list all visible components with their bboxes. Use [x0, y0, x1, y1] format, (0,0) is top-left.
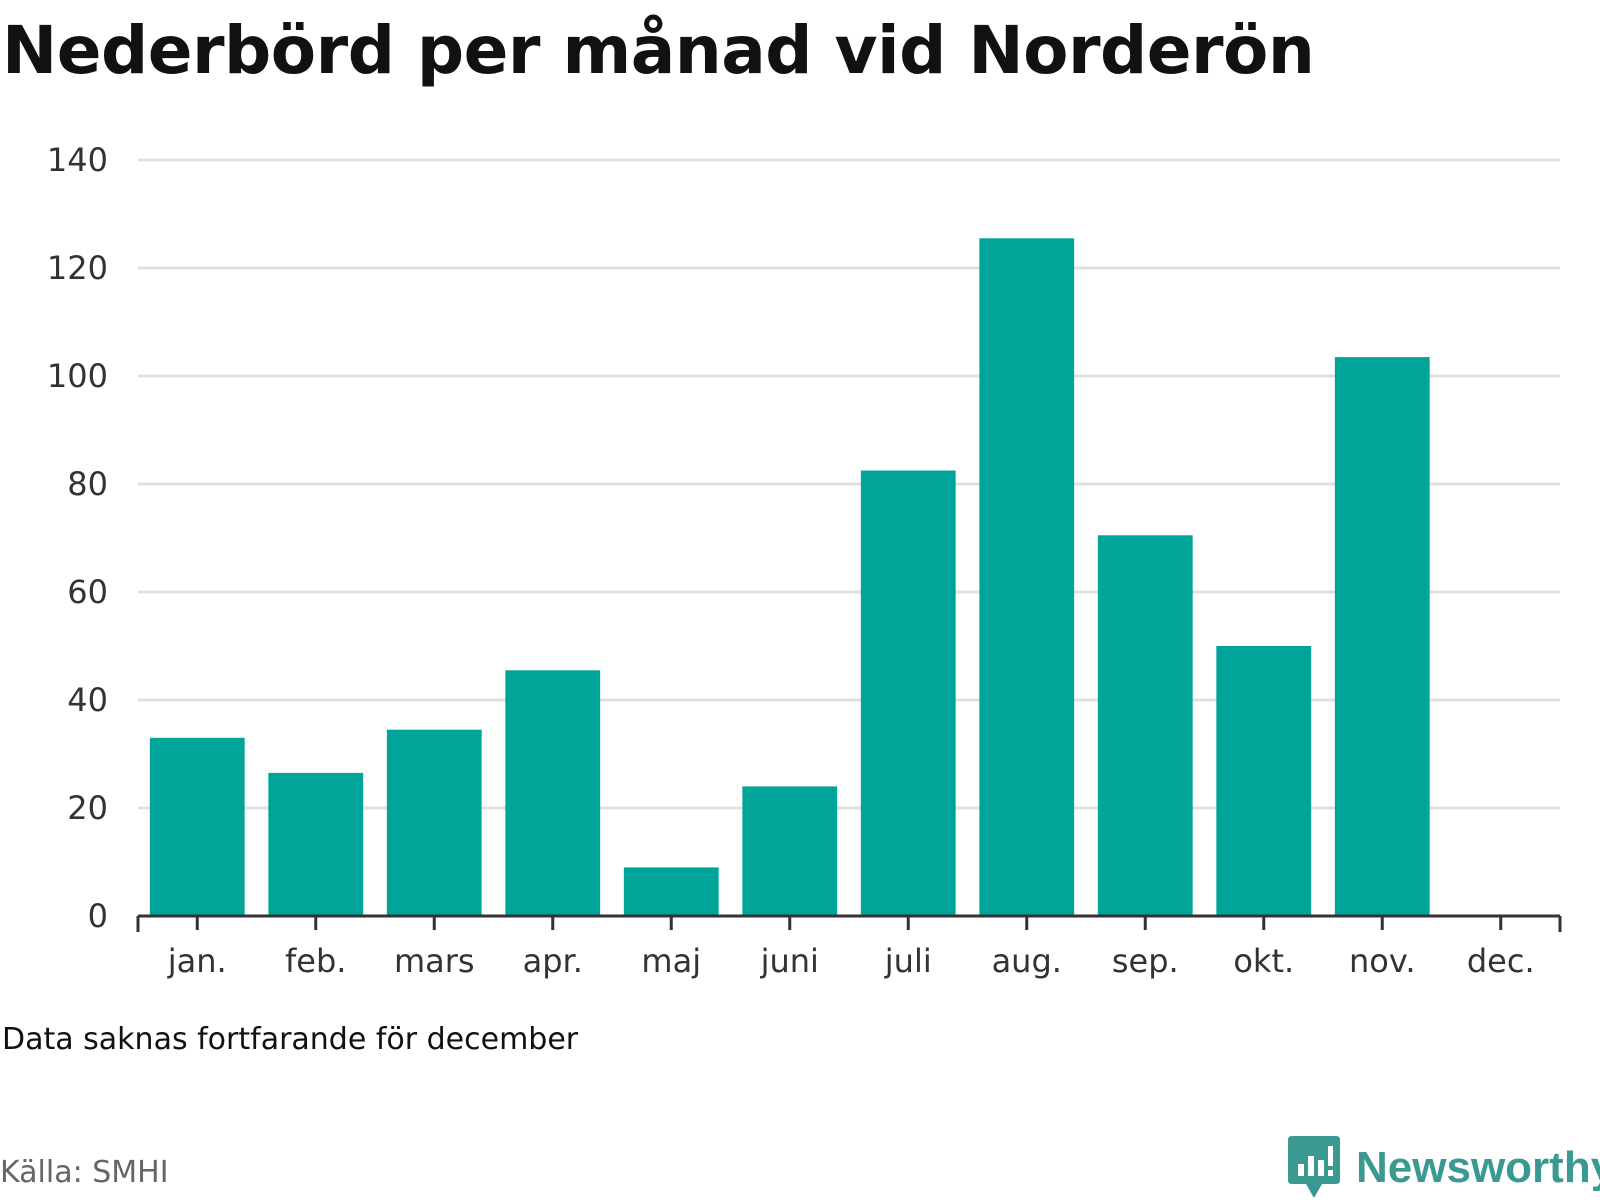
bar-chart: 0 20 40 60 80 100 120 140 jan. feb. mars apr. maj ju… — [47, 141, 1562, 980]
x-tick-label: juli — [884, 942, 932, 980]
bar-3 — [505, 670, 601, 916]
y-tick-label: 100 — [47, 357, 108, 395]
x-tick-label: aug. — [992, 942, 1062, 980]
x-tick-label: okt. — [1233, 942, 1294, 980]
y-tick-label: 80 — [67, 465, 108, 503]
y-tick-label: 60 — [67, 573, 108, 611]
bars — [149, 238, 1430, 917]
chart-title: Nederbörd per månad vid Norderön — [2, 12, 1315, 89]
y-tick-label: 20 — [67, 789, 108, 827]
brand-name: Newsworthy — [1356, 1143, 1600, 1192]
y-tick-label: 120 — [47, 249, 108, 287]
x-tick-label: mars — [394, 942, 475, 980]
source-label: Källa: SMHI — [0, 1155, 169, 1190]
bar-9 — [1216, 646, 1312, 916]
x-tick-label: apr. — [523, 942, 583, 980]
x-tick-label: nov. — [1349, 942, 1415, 980]
x-axis: jan. feb. mars apr. maj juni juli aug. sep. okt. n… — [136, 914, 1562, 980]
bar-2 — [386, 729, 482, 916]
y-tick-label: 0 — [88, 897, 108, 935]
newsworthy-logo-icon — [1288, 1136, 1340, 1198]
x-tick-label: dec. — [1467, 942, 1535, 980]
bar-10 — [1334, 357, 1430, 917]
y-tick-label: 140 — [47, 141, 108, 179]
bar-7 — [979, 238, 1075, 917]
y-axis-ticks: 0 20 40 60 80 100 120 140 — [47, 141, 108, 935]
x-tick-label: maj — [641, 942, 701, 980]
grid-lines — [138, 158, 1560, 810]
bar-6 — [860, 470, 956, 916]
bar-1 — [268, 772, 364, 916]
bar-4 — [623, 867, 719, 916]
bar-0 — [149, 737, 245, 916]
x-tick-label: juni — [760, 942, 819, 980]
chart-note: Data saknas fortfarande för december — [2, 1022, 579, 1057]
bar-5 — [742, 786, 838, 916]
x-tick-label: feb. — [285, 942, 346, 980]
y-tick-label: 40 — [67, 681, 108, 719]
x-tick-label: jan. — [167, 942, 227, 980]
x-tick-label: sep. — [1112, 942, 1179, 980]
brand-logo: Newsworthy — [1288, 1136, 1600, 1200]
bar-8 — [1097, 535, 1193, 916]
